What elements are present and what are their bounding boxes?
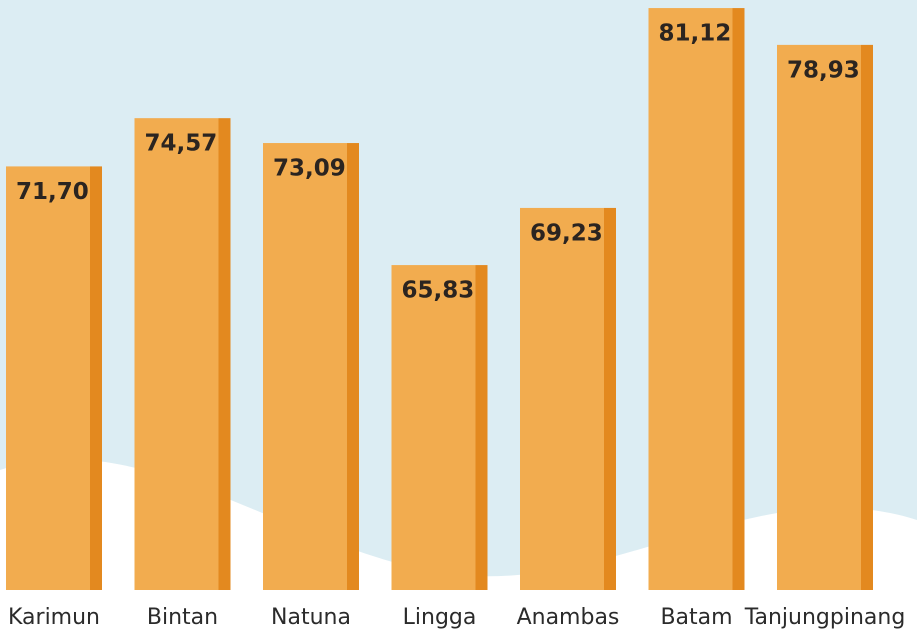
bar xyxy=(520,208,604,590)
bar xyxy=(392,265,476,590)
bar xyxy=(135,118,219,590)
bar-side xyxy=(90,166,102,590)
bar-side xyxy=(476,265,488,590)
value-label: 71,70 xyxy=(16,179,89,205)
bar-side xyxy=(347,143,359,590)
bar-side xyxy=(219,118,231,590)
x-tick-label: Anambas xyxy=(517,605,620,630)
bar-side xyxy=(733,8,745,590)
x-tick-label: Batam xyxy=(660,605,732,630)
bar xyxy=(649,8,733,590)
chart: 71,70 Karimun 74,57 Bintan 73,09 Natuna 65,83 L… xyxy=(0,0,917,633)
value-label: 81,12 xyxy=(659,21,732,47)
value-label: 73,09 xyxy=(273,156,346,182)
x-tick-label: Tanjungpinang xyxy=(744,605,906,630)
bar-side xyxy=(604,208,616,590)
value-label: 74,57 xyxy=(145,131,218,157)
value-label: 78,93 xyxy=(787,57,860,83)
x-tick-label: Bintan xyxy=(147,605,218,630)
bar xyxy=(6,166,90,590)
x-tick-label: Natuna xyxy=(271,605,351,630)
bar-side xyxy=(861,45,873,590)
bar xyxy=(263,143,347,590)
bar xyxy=(777,45,861,590)
x-tick-label: Karimun xyxy=(8,605,100,630)
x-tick-label: Lingga xyxy=(403,605,477,630)
value-label: 65,83 xyxy=(402,278,475,304)
value-label: 69,23 xyxy=(530,220,603,246)
